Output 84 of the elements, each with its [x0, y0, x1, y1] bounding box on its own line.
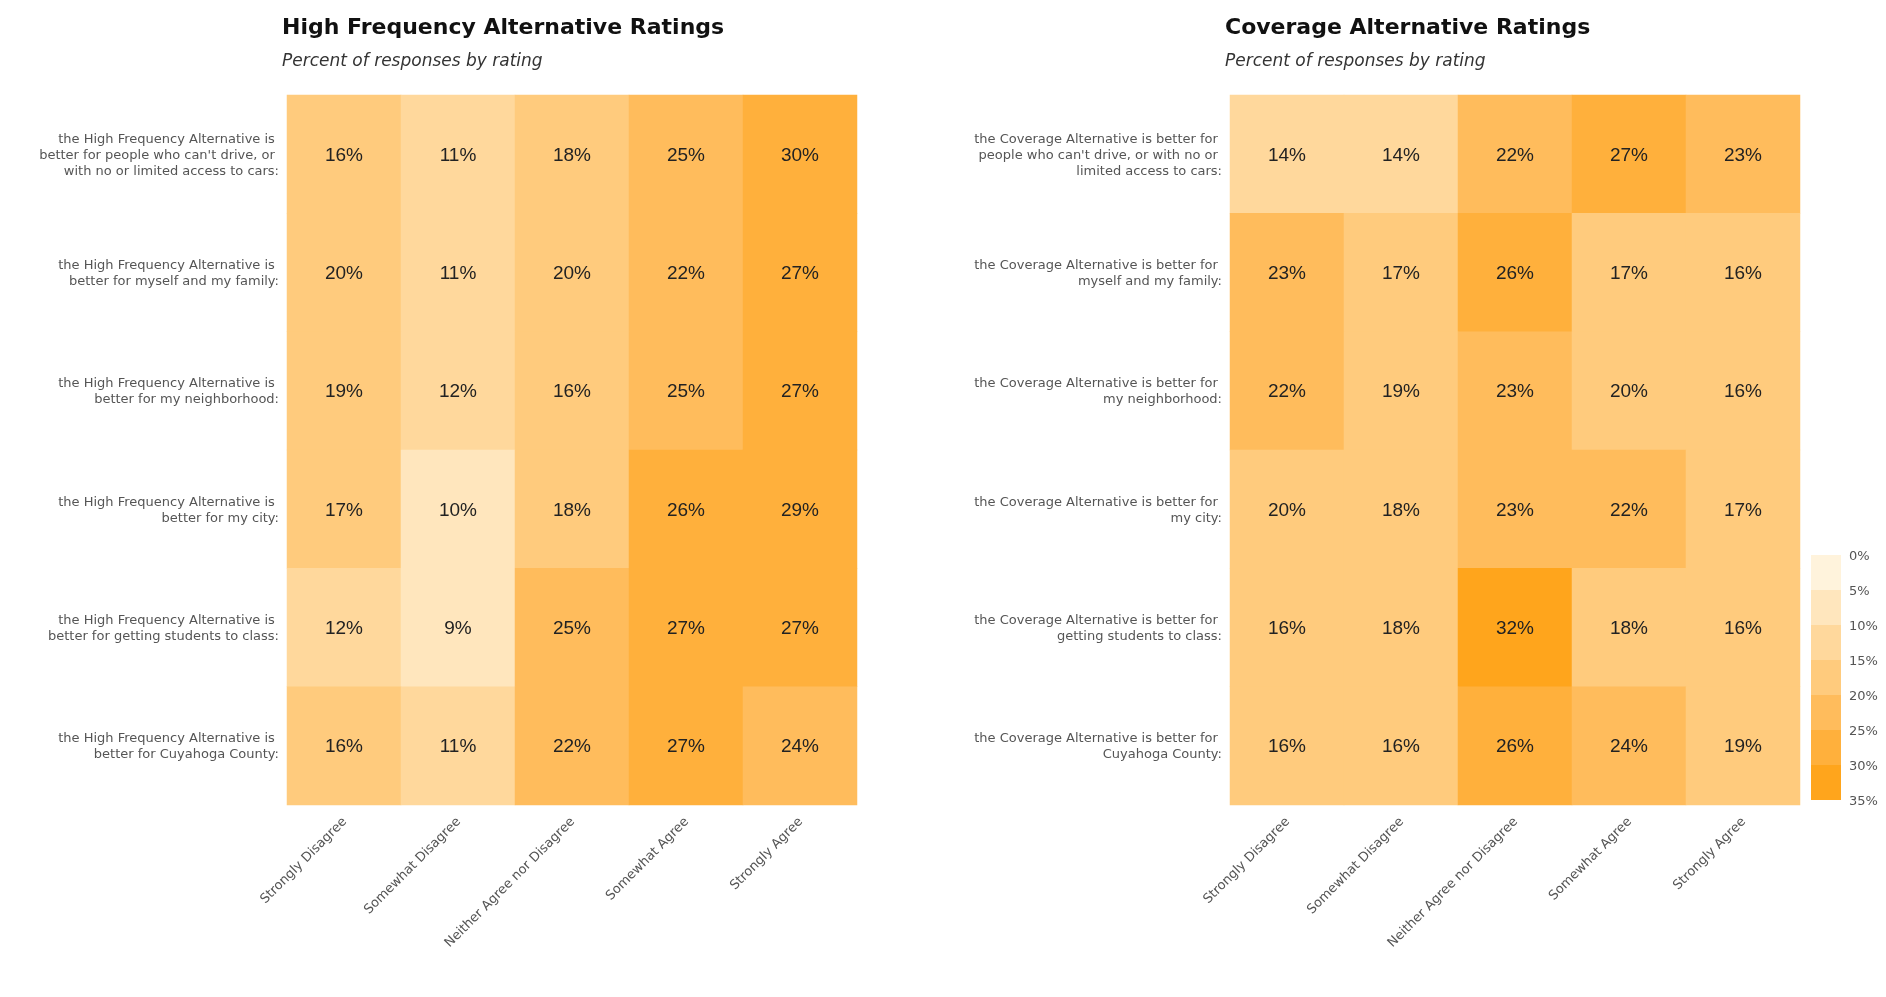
data-label: 12% — [324, 617, 364, 638]
data-label: 19% — [324, 380, 364, 402]
chart-subtitle: Percent of responses by rating — [282, 49, 543, 70]
y-tick-label: the Coverage Alternative is better for getting students to class: — [974, 612, 1222, 643]
data-label: 18% — [552, 498, 592, 520]
data-label: 22% — [666, 262, 706, 283]
y-tick-label: the Coverage Alternative is better for myself and my family: — [974, 257, 1222, 288]
color-bar-label: 25% — [1849, 722, 1878, 738]
data-label: 20% — [1267, 498, 1307, 520]
data-label: 18% — [1381, 498, 1421, 520]
data-label: 16% — [1723, 380, 1763, 402]
data-label: 29% — [780, 498, 820, 520]
data-label: 14% — [1267, 143, 1307, 165]
color-bar-label: 20% — [1849, 687, 1878, 703]
data-label: 24% — [1609, 735, 1649, 757]
data-label: 11% — [439, 262, 477, 283]
data-label: 22% — [1495, 143, 1535, 165]
data-label: 32% — [1495, 617, 1535, 638]
data-label: 23% — [1495, 380, 1535, 402]
data-label: 22% — [1267, 380, 1307, 402]
data-label: 26% — [1495, 735, 1535, 757]
data-label: 23% — [1267, 262, 1307, 283]
data-label: 17% — [324, 498, 364, 520]
data-label: 27% — [780, 262, 820, 283]
y-tick-label: the Coverage Alternative is better for Cuyahoga County: — [974, 730, 1222, 762]
data-label: 16% — [552, 380, 592, 402]
color-bar-label: 30% — [1849, 757, 1878, 773]
data-label: 11% — [439, 143, 477, 165]
data-label: 16% — [324, 143, 364, 165]
data-label: 20% — [1609, 380, 1649, 402]
data-label: 17% — [1723, 498, 1763, 520]
data-label: 27% — [1609, 143, 1649, 165]
data-label: 22% — [1609, 498, 1649, 520]
chart-title: High Frequency Alternative Ratings — [282, 13, 725, 39]
data-label: 18% — [1381, 617, 1421, 638]
color-bar-label: 5% — [1849, 582, 1870, 598]
data-label: 27% — [780, 617, 820, 638]
y-tick-label: the High Frequency Alternative is better for my neighborhood: — [58, 375, 279, 407]
data-label: 26% — [666, 498, 706, 520]
data-label: 14% — [1381, 143, 1421, 165]
data-label: 16% — [1723, 262, 1763, 283]
data-label: 16% — [1381, 735, 1421, 757]
color-bar-label: 15% — [1849, 652, 1878, 668]
data-label: 16% — [324, 735, 364, 757]
chart-subtitle: Percent of responses by rating — [1225, 49, 1486, 70]
y-tick-label: the Coverage Alternative is better for people who can't drive, or with no or limited access to cars: — [974, 130, 1222, 178]
data-label: 18% — [1609, 617, 1649, 638]
chart-title: Coverage Alternative Ratings — [1225, 13, 1591, 39]
data-label: 12% — [438, 380, 478, 402]
data-label: 20% — [552, 262, 592, 283]
data-label: 18% — [552, 143, 592, 165]
data-label: 16% — [1267, 735, 1307, 757]
data-label: 26% — [1495, 262, 1535, 283]
data-label: 23% — [1723, 143, 1763, 165]
data-label: 17% — [1381, 262, 1421, 283]
data-label: 17% — [1609, 262, 1649, 283]
color-bar-label: 35% — [1849, 792, 1878, 808]
data-label: 22% — [552, 735, 592, 757]
y-tick-label: the High Frequency Alternative is better for my city: — [58, 493, 279, 525]
y-tick-label: the High Frequency Alternative is better for people who can't drive, or with no or limited access to cars: — [39, 130, 279, 178]
data-label: 23% — [1495, 498, 1535, 520]
y-tick-label: the High Frequency Alternative is better for getting students to class: — [47, 612, 279, 643]
data-label: 11% — [439, 735, 477, 757]
data-label: 19% — [1381, 380, 1421, 402]
data-label: 25% — [666, 380, 706, 402]
data-label: 16% — [1723, 617, 1763, 638]
y-tick-label: the High Frequency Alternative is better for myself and my family: — [58, 257, 279, 288]
y-tick-label: the Coverage Alternative is better for my city: — [974, 493, 1222, 525]
data-label: 27% — [666, 617, 706, 638]
data-label: 16% — [1267, 617, 1307, 638]
data-label: 20% — [324, 262, 364, 283]
data-label: 25% — [552, 617, 592, 638]
color-bar-label: 10% — [1849, 617, 1878, 633]
color-bar-label: 0% — [1849, 547, 1870, 563]
data-label: 10% — [438, 498, 478, 520]
data-label: 27% — [666, 735, 706, 757]
data-label: 19% — [1723, 735, 1763, 757]
y-tick-label: the Coverage Alternative is better for my neighborhood: — [974, 375, 1222, 407]
data-label: 30% — [780, 143, 820, 165]
y-tick-label: the High Frequency Alternative is better for Cuyahoga County: — [58, 730, 279, 762]
data-label: 24% — [780, 735, 820, 757]
data-label: 9% — [444, 617, 472, 638]
data-label: 27% — [780, 380, 820, 402]
data-label: 25% — [666, 143, 706, 165]
